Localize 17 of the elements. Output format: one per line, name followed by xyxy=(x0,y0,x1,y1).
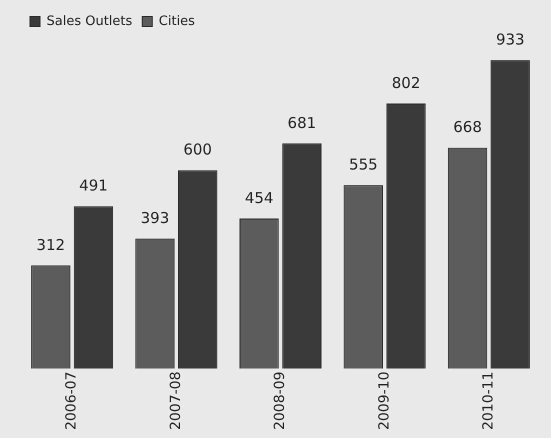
x-tick-label: 2008-09 xyxy=(272,372,288,430)
x-tick-label: 2007-08 xyxy=(168,372,184,430)
x-tick-label: 2009-10 xyxy=(376,372,392,430)
data-label: 802 xyxy=(392,74,420,92)
x-tick-label: 2006-07 xyxy=(64,372,80,430)
data-label: 312 xyxy=(36,236,66,254)
legend-label: Sales Outlets xyxy=(46,14,133,29)
data-label: 600 xyxy=(183,140,212,159)
data-label: 681 xyxy=(288,114,316,132)
data-label: 555 xyxy=(349,155,378,174)
data-label: 454 xyxy=(244,188,274,207)
data-label: 668 xyxy=(453,118,482,136)
legend-label: Cities xyxy=(158,14,196,29)
data-label: 393 xyxy=(140,209,170,228)
data-label: 933 xyxy=(496,30,525,49)
x-tick-label: 2010-11 xyxy=(480,372,497,430)
data-label: 491 xyxy=(79,176,108,195)
